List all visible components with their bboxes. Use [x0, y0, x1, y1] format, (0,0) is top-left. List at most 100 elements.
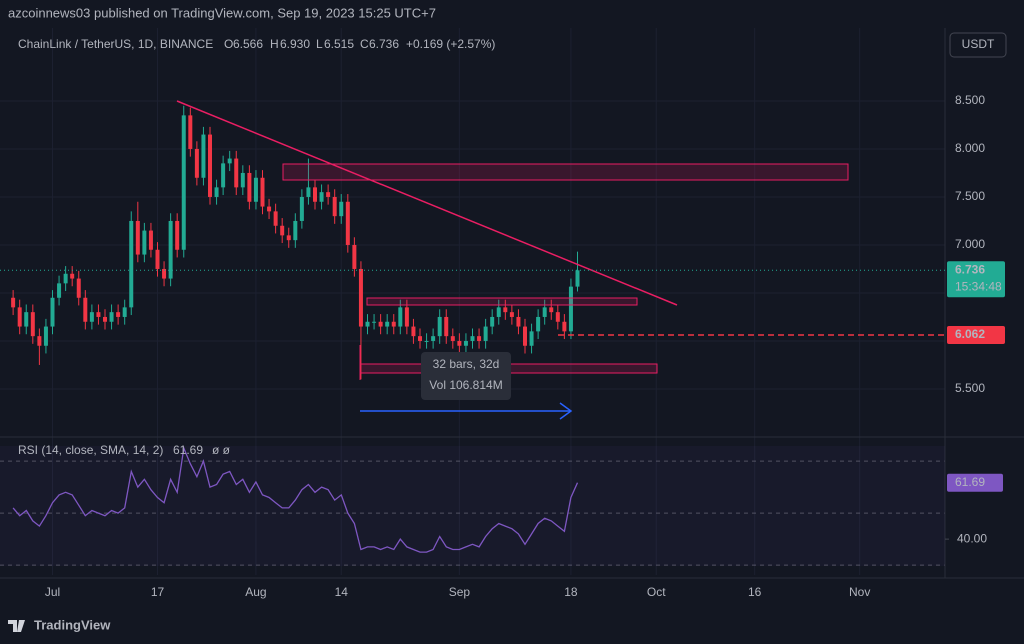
- candle-body: [201, 134, 206, 178]
- candle-body: [116, 312, 121, 317]
- currency-label[interactable]: USDT: [962, 37, 995, 51]
- candle-body: [89, 312, 94, 322]
- candle-body: [372, 321, 377, 323]
- candle-body: [516, 316, 521, 327]
- candle-body: [424, 340, 429, 342]
- measure-box: [421, 352, 511, 400]
- candle-body: [181, 115, 186, 250]
- candle-body: [562, 321, 567, 332]
- low: 6.515: [324, 37, 354, 51]
- candle-body: [345, 201, 350, 245]
- candle-body: [24, 312, 29, 327]
- candle-body: [306, 187, 311, 197]
- y-tick-label: 7.500: [955, 189, 985, 203]
- candle-body: [523, 326, 527, 346]
- high: 6.930: [280, 37, 310, 51]
- x-tick-label: Jul: [45, 585, 60, 599]
- candle-body: [352, 244, 357, 269]
- close: 6.736: [369, 37, 399, 51]
- candle-body: [509, 312, 514, 317]
- candle-body: [194, 148, 199, 178]
- rsi-tick-label: 40.00: [957, 531, 987, 545]
- candle-body: [280, 225, 285, 236]
- rsi-extra: ø ø: [212, 443, 231, 457]
- candle-body: [103, 316, 107, 322]
- candle-body: [463, 340, 468, 346]
- candle-body: [221, 163, 226, 188]
- rsi-value: 61.69: [173, 443, 203, 457]
- candle-body: [148, 230, 153, 250]
- y-tick-label: 8.000: [955, 141, 985, 155]
- candle-body: [43, 326, 48, 346]
- rsi-badge-label: 61.69: [955, 475, 985, 489]
- h-label: H: [270, 37, 279, 51]
- x-tick-label: Oct: [647, 585, 666, 599]
- overlay: [0, 269, 945, 336]
- symbol: ChainLink / TetherUS, 1D, BINANCE: [18, 37, 213, 51]
- last-price-label: 6.736: [955, 262, 985, 276]
- rsi-title: RSI (14, close, SMA, 14, 2): [18, 443, 163, 457]
- candle-body: [162, 268, 167, 279]
- candle-body: [575, 270, 580, 287]
- candle-body: [57, 283, 62, 298]
- candle-body: [483, 326, 488, 341]
- x-tick-label: 16: [748, 585, 762, 599]
- alert-badge: [947, 326, 1005, 345]
- range-top-zone: [366, 297, 638, 306]
- x-tick-label: Sep: [449, 585, 471, 599]
- measure-volume: Vol 106.814M: [429, 378, 502, 392]
- candle-body: [385, 321, 390, 327]
- candle-body: [470, 336, 475, 341]
- candle-body: [431, 336, 436, 341]
- candle-body: [155, 249, 160, 269]
- l-label: L: [316, 37, 323, 51]
- x-tick-label: 18: [564, 585, 578, 599]
- candle-body: [555, 312, 560, 322]
- candle-body: [234, 158, 239, 188]
- tv-logo: [8, 620, 25, 632]
- candle-body: [536, 316, 541, 332]
- candle-body: [503, 307, 508, 313]
- candle-body: [267, 206, 272, 212]
- candle-body: [129, 220, 134, 308]
- x-tick-label: Nov: [849, 585, 870, 599]
- candle-body: [168, 220, 173, 279]
- y-tick-label: 5.500: [955, 381, 985, 395]
- candles: [11, 105, 580, 553]
- y-tick-label: 8.500: [955, 93, 985, 107]
- candle-body: [477, 336, 482, 341]
- brand: TradingView: [34, 617, 111, 632]
- candle-body: [96, 312, 101, 317]
- candle-body: [122, 307, 127, 317]
- candle-body: [378, 321, 383, 327]
- candle-body: [50, 297, 55, 327]
- candle-body: [326, 192, 331, 197]
- currency-button[interactable]: [949, 32, 1007, 58]
- candle-body: [444, 316, 449, 337]
- candle-body: [549, 307, 554, 313]
- candle-body: [227, 158, 232, 164]
- candle-body: [529, 331, 534, 346]
- publisher: azcoinnews03 published on TradingView.co…: [8, 5, 436, 20]
- y-tick-label: 7.000: [955, 237, 985, 251]
- candle-body: [313, 187, 317, 202]
- candle-body: [293, 220, 298, 241]
- candle-body: [299, 196, 304, 221]
- candle-body: [411, 326, 416, 337]
- candle-body: [214, 187, 219, 197]
- candle-body: [437, 316, 442, 337]
- candle-body: [37, 336, 42, 346]
- last-price-badge: [947, 261, 1005, 298]
- candle-body: [332, 196, 337, 217]
- candle-body: [391, 321, 396, 327]
- candle-body: [457, 340, 462, 346]
- footer: [0, 605, 1024, 644]
- candle-body: [496, 307, 501, 317]
- trend-line: [176, 100, 678, 306]
- candle-body: [260, 177, 265, 207]
- candle-body: [70, 273, 75, 279]
- candle-body: [30, 312, 35, 337]
- candle-body: [175, 220, 180, 250]
- candle-body: [83, 297, 88, 322]
